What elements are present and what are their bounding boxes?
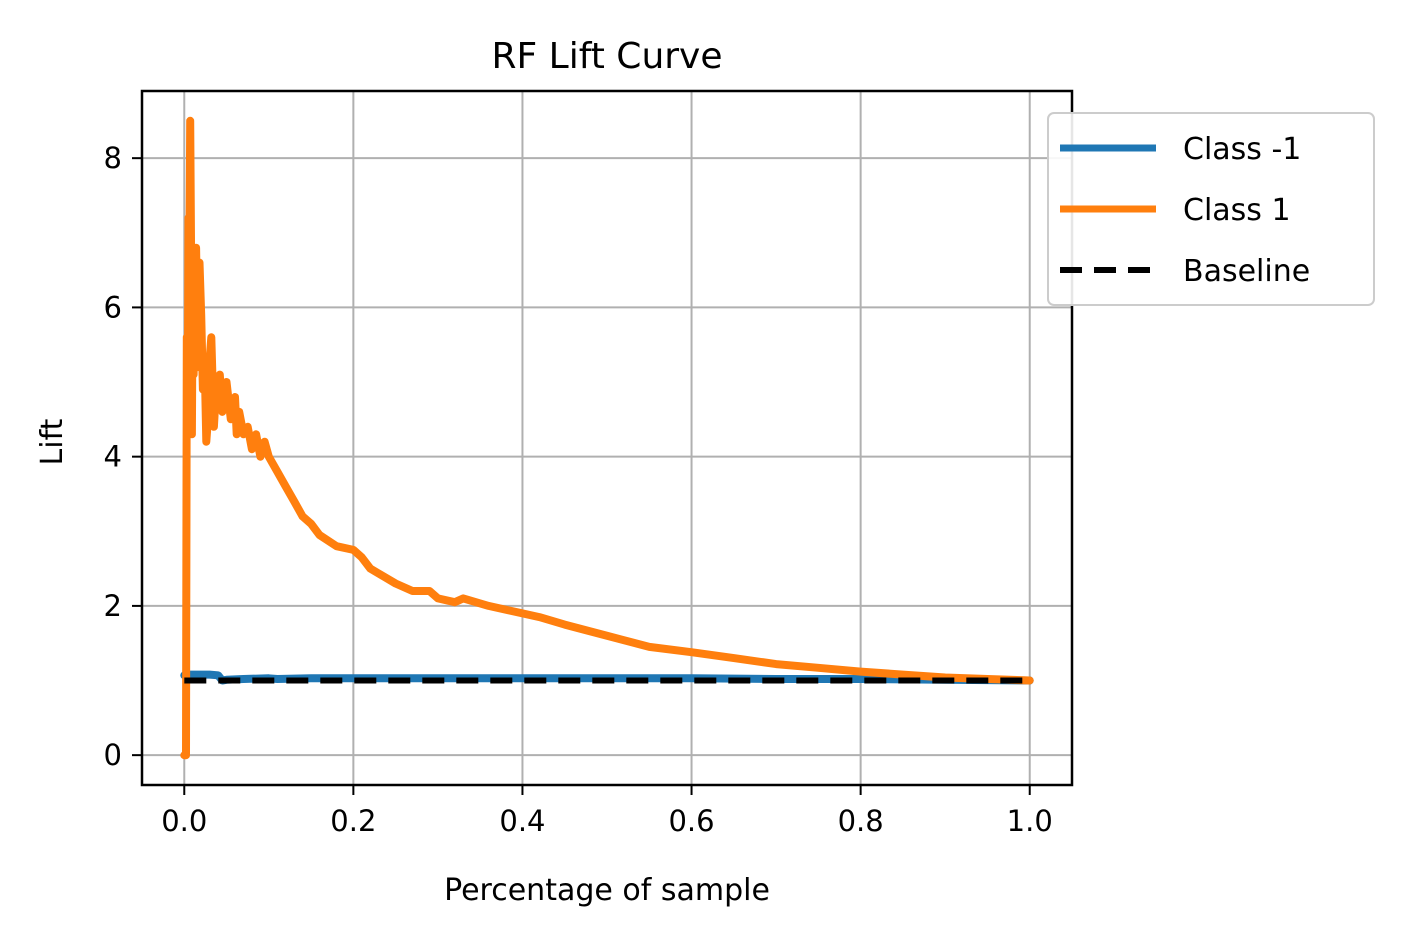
y-axis-label: Lift: [35, 418, 70, 465]
x-axis: 0.0 0.2 0.4 0.6 0.8 1.0: [161, 785, 1053, 838]
y-tick-label: 2: [104, 589, 122, 623]
y-tick-label: 8: [104, 141, 122, 175]
x-tick-label: 0.2: [330, 804, 376, 838]
legend-label-baseline: Baseline: [1183, 254, 1310, 289]
x-tick-label: 0.6: [668, 804, 714, 838]
x-tick-label: 0.8: [838, 804, 884, 838]
chart-title: RF Lift Curve: [491, 36, 722, 77]
series-line-class-1: [180, 116, 1034, 760]
legend: Class -1 Class 1 Baseline: [1047, 112, 1375, 306]
grid: [142, 91, 1072, 785]
legend-box: [1047, 112, 1375, 306]
plot-frame: [140, 89, 1074, 787]
series-layer: [180, 116, 1034, 760]
x-tick-label: 1.0: [1007, 804, 1053, 838]
y-tick-label: 6: [104, 290, 122, 324]
x-axis-label: Percentage of sample: [444, 873, 770, 908]
y-tick-label: 0: [104, 738, 122, 772]
y-tick-label: 4: [104, 440, 122, 474]
x-tick-label: 0.0: [161, 804, 207, 838]
legend-label-class-neg1: Class -1: [1183, 132, 1301, 167]
x-tick-label: 0.4: [499, 804, 545, 838]
legend-label-class-1: Class 1: [1183, 193, 1291, 228]
y-axis: 0 2 4 6 8: [104, 141, 142, 772]
